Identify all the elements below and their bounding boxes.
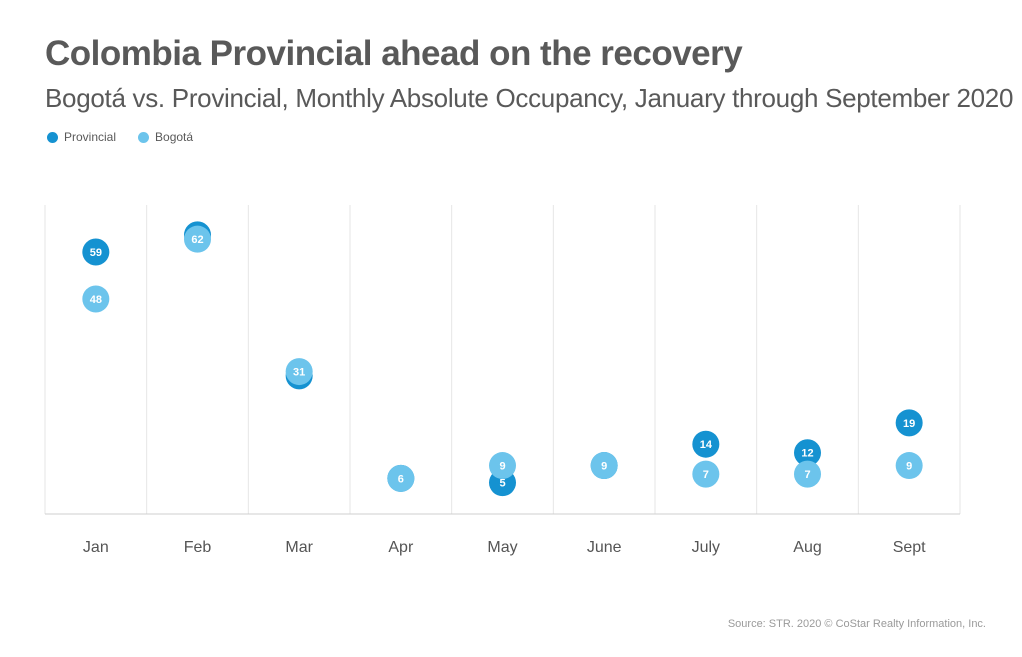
data-label-bogota: 7 bbox=[703, 469, 709, 481]
legend-label-provincial: Provincial bbox=[64, 130, 117, 144]
legend-item-provincial: Provincial bbox=[47, 130, 116, 144]
data-point-bogota bbox=[285, 358, 313, 386]
data-point-bogota bbox=[794, 460, 821, 488]
data-label-bogota: 48 bbox=[90, 294, 102, 306]
legend-item-bogota: Bogotá bbox=[138, 130, 193, 144]
x-tick-label: Aug bbox=[793, 539, 821, 556]
x-tick-label: Mar bbox=[285, 539, 313, 556]
data-label-provincial: 5 bbox=[499, 478, 505, 490]
data-point-provincial bbox=[895, 409, 923, 437]
x-tick-label: Jan bbox=[83, 539, 109, 556]
x-tick-label: Feb bbox=[184, 539, 212, 556]
legend-label-bogota: Bogotá bbox=[155, 130, 194, 144]
data-point-bogota bbox=[184, 225, 211, 253]
legend-swatch-provincial bbox=[47, 131, 58, 143]
x-tick-label: June bbox=[587, 539, 622, 556]
data-point-bogota bbox=[387, 464, 415, 492]
x-tick-label: Sept bbox=[893, 539, 926, 556]
chart-title: Colombia Provincial ahead on the recover… bbox=[45, 34, 743, 73]
data-point-bogota bbox=[895, 452, 923, 480]
data-point-provincial bbox=[794, 439, 821, 467]
data-point-bogota bbox=[692, 460, 720, 488]
data-point-bogota bbox=[590, 452, 618, 480]
data-label-bogota: 9 bbox=[601, 461, 607, 473]
x-tick-label: May bbox=[487, 539, 517, 556]
data-label-bogota: 7 bbox=[804, 469, 810, 481]
data-label-provincial: 12 bbox=[801, 448, 813, 460]
x-tick-label: Apr bbox=[388, 539, 414, 556]
data-point-bogota bbox=[489, 452, 516, 480]
legend: Provincial Bogotá bbox=[47, 130, 215, 144]
data-label-provincial: 19 bbox=[903, 418, 915, 430]
data-label-bogota: 9 bbox=[906, 461, 912, 473]
data-label-bogota: 62 bbox=[191, 234, 203, 246]
chart-subtitle: Bogotá vs. Provincial, Monthly Absolute … bbox=[45, 83, 1014, 113]
data-point-bogota bbox=[82, 285, 110, 313]
x-tick-label: July bbox=[692, 539, 720, 556]
data-label-provincial: 59 bbox=[90, 247, 102, 259]
data-label-bogota: 6 bbox=[398, 473, 404, 485]
data-label-bogota: 31 bbox=[293, 367, 305, 379]
data-point-provincial bbox=[82, 238, 110, 266]
data-label-provincial: 14 bbox=[700, 439, 713, 451]
legend-swatch-bogota bbox=[138, 131, 150, 143]
source-note: Source: STR. 2020 © CoStar Realty Inform… bbox=[727, 618, 986, 630]
data-label-bogota: 9 bbox=[499, 461, 505, 473]
data-point-provincial bbox=[692, 430, 720, 458]
